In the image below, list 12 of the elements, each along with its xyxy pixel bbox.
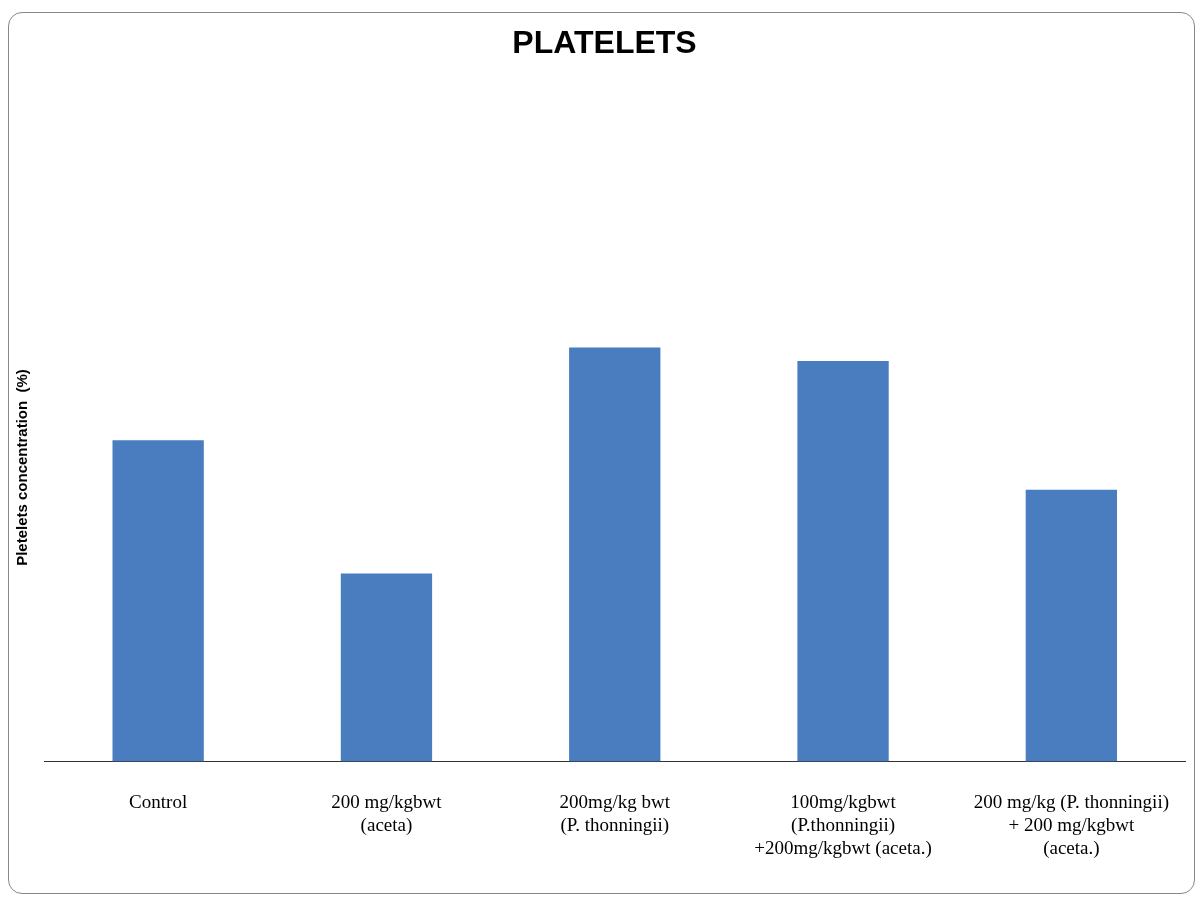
chart-title: PLATELETS <box>512 24 697 61</box>
bar <box>797 361 889 762</box>
x-tick-label: 200 mg/kg (P. thonningii) + 200 mg/kgbwt (aceta.) <box>973 790 1169 859</box>
bar <box>340 573 433 762</box>
x-tick-label: 200mg/kg bwt (P. thonningii) <box>559 790 671 836</box>
bar <box>112 440 204 762</box>
x-tick-label: Control <box>129 790 188 812</box>
x-tick-label: 100mg/kgbwt (P.thonningii) +200mg/kgbwt (aceta.) <box>754 790 932 859</box>
x-tick-label: 200 mg/kgbwt (aceta) <box>331 790 443 836</box>
bar <box>1025 489 1118 762</box>
bar <box>569 347 661 762</box>
y-axis-title: Pletelets concentration (%) <box>13 369 31 566</box>
